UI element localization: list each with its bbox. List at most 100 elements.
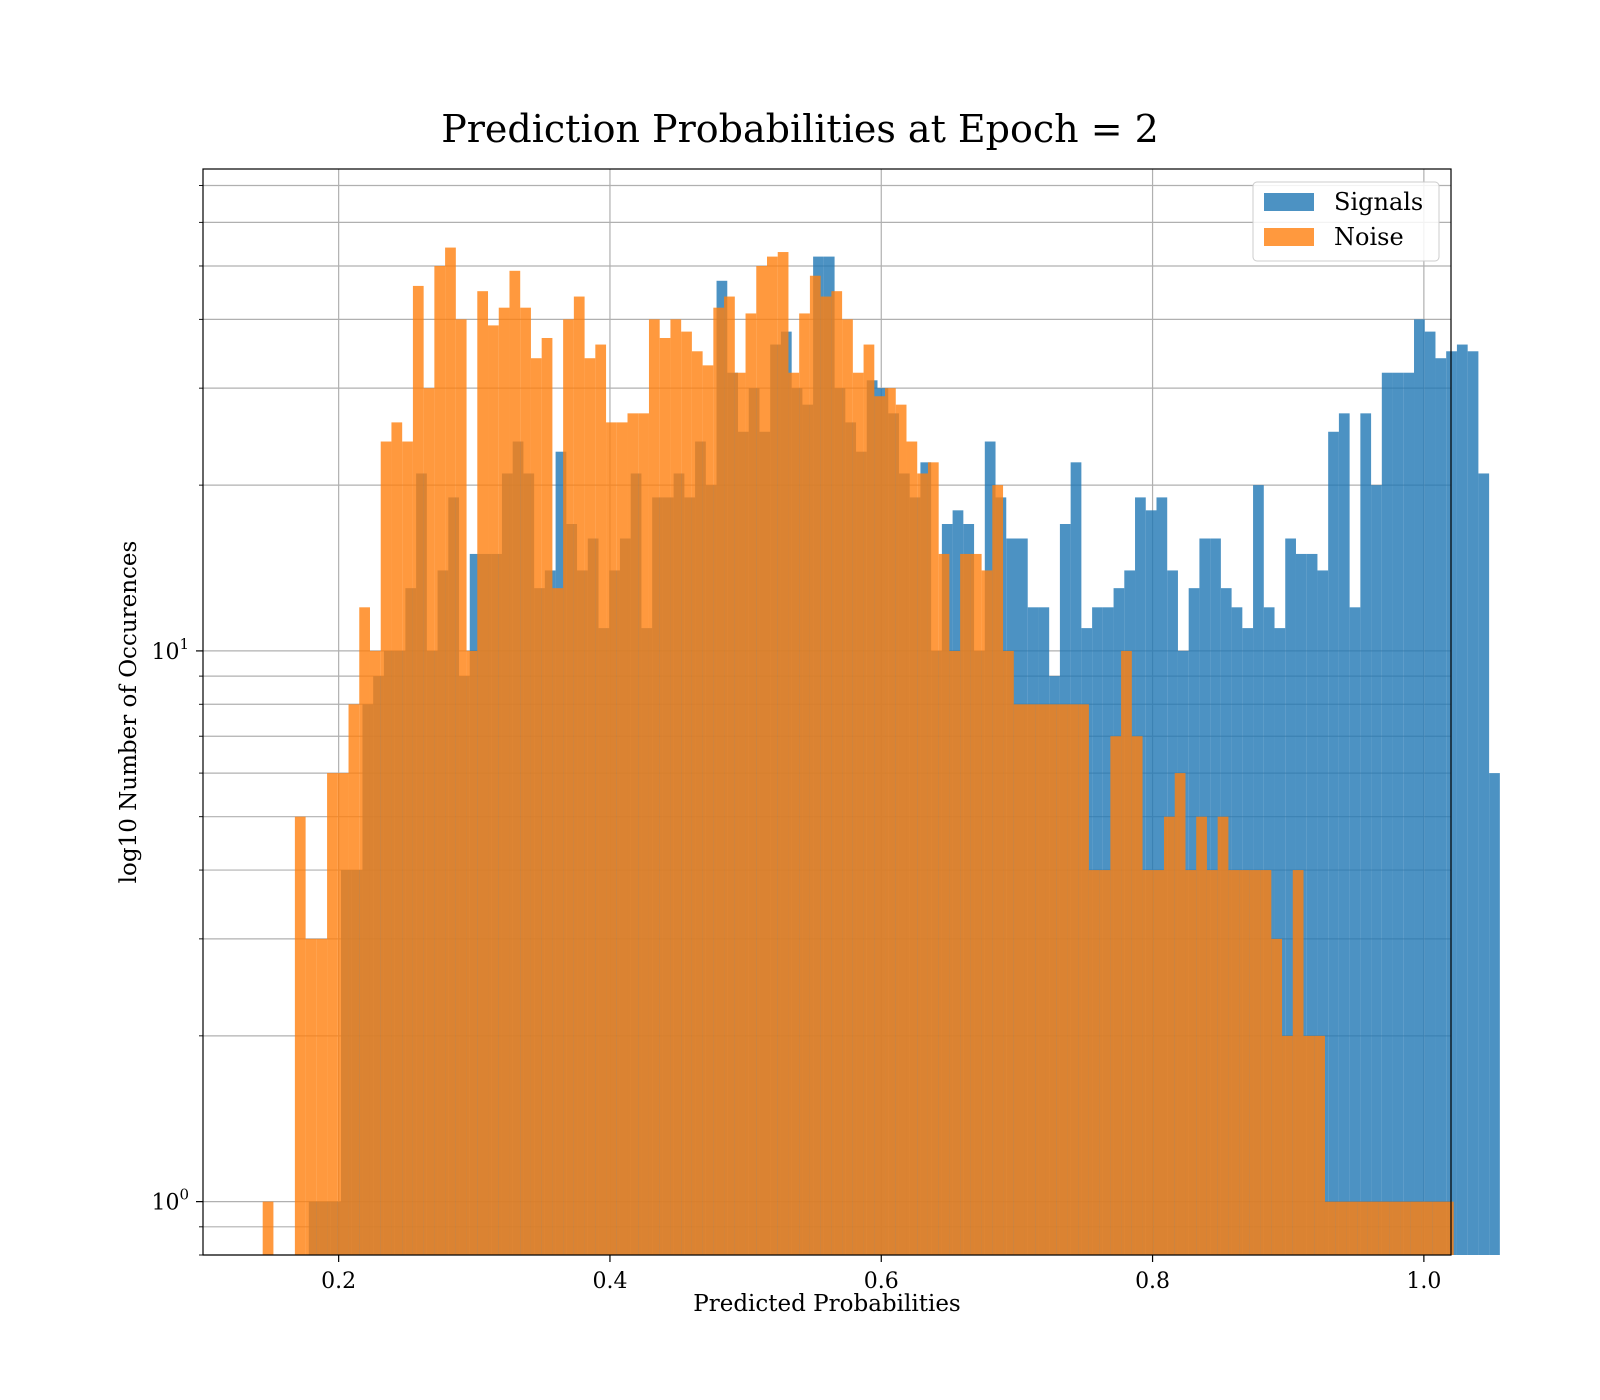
- histogram-bar: [938, 553, 950, 1255]
- histogram-bar: [1335, 1201, 1347, 1255]
- x-axis-ticks: 0.2 0.4 0.6 0.8 1.0: [321, 1255, 1441, 1294]
- histogram-bar: [262, 1201, 274, 1255]
- histogram-bar: [1328, 431, 1339, 1255]
- histogram-bar: [1403, 372, 1415, 1256]
- histogram-bar: [402, 441, 413, 1255]
- legend: Signals Noise: [1252, 181, 1440, 262]
- histogram-bar: [842, 319, 853, 1256]
- x-tick-label: 0.2: [321, 1269, 356, 1294]
- histogram-bar: [509, 270, 521, 1255]
- y-tick-label: 101: [151, 635, 189, 665]
- histogram-bar: [1317, 570, 1329, 1255]
- histogram-bar: [1206, 870, 1218, 1255]
- histogram-bar: [1443, 1201, 1454, 1255]
- histogram-bar: [906, 441, 918, 1255]
- histogram-bar: [1324, 1201, 1336, 1255]
- histogram-bar: [305, 938, 317, 1255]
- histogram-bar: [498, 307, 510, 1255]
- histogram-bar: [1392, 372, 1404, 1256]
- histogram-bar: [1367, 1201, 1379, 1255]
- histogram-bar: [1260, 870, 1272, 1255]
- histogram-bar: [337, 773, 349, 1255]
- histogram-bar: [595, 344, 607, 1255]
- histogram-bar: [1131, 736, 1143, 1255]
- histogram-bar: [294, 816, 306, 1255]
- histogram-bar: [1360, 413, 1372, 1256]
- histogram-bar: [895, 404, 907, 1255]
- histogram-bar: [466, 650, 478, 1255]
- histogram-bar: [1285, 538, 1296, 1255]
- y-axis-label: log10 Number of Occurences: [116, 541, 142, 884]
- y-axis-ticks: 100 101: [151, 185, 203, 1256]
- histogram-bar: [885, 388, 896, 1255]
- histogram-bar: [691, 351, 703, 1255]
- histogram-bar: [573, 296, 585, 1255]
- histogram-bar: [488, 325, 499, 1255]
- histogram-bar: [992, 485, 1004, 1255]
- histogram-bar: [1013, 704, 1025, 1255]
- legend-swatch-signals: [1264, 193, 1314, 211]
- histogram-bar: [1357, 1201, 1368, 1255]
- histogram-bar: [1400, 1201, 1411, 1255]
- histogram-bar: [1142, 870, 1154, 1255]
- histogram-bar: [756, 265, 767, 1256]
- histogram-bar: [455, 319, 467, 1256]
- histogram-bar: [874, 396, 886, 1255]
- histogram-bar: [863, 344, 875, 1255]
- histogram-bar: [412, 285, 424, 1255]
- histogram-bar: [638, 413, 649, 1256]
- histogram-bar: [552, 588, 564, 1255]
- histogram-bar: [670, 319, 682, 1256]
- histogram-bar: [1303, 1035, 1315, 1255]
- x-tick-label: 0.8: [1135, 1269, 1170, 1294]
- histogram-bar: [1249, 870, 1261, 1255]
- histogram-bar: [1024, 704, 1036, 1255]
- histogram-bar: [734, 372, 746, 1256]
- histogram-bar: [445, 247, 456, 1255]
- histogram-bar: [1217, 816, 1229, 1255]
- histogram-bar: [1314, 1035, 1325, 1255]
- histogram-bar: [1174, 773, 1186, 1255]
- histogram-bar: [348, 704, 360, 1255]
- histogram-bar: [1478, 473, 1490, 1256]
- histogram-bar: [852, 372, 864, 1256]
- histogram-bar: [1003, 650, 1014, 1255]
- histogram-bar: [809, 275, 821, 1255]
- histogram-bar: [1110, 736, 1122, 1255]
- histogram-bar: [1371, 485, 1382, 1255]
- histogram-bar: [1067, 704, 1079, 1255]
- histogram-bar: [1378, 1201, 1390, 1255]
- histogram-bar: [713, 307, 725, 1255]
- histogram-bar: [1424, 331, 1436, 1255]
- x-tick-label: 0.4: [592, 1269, 627, 1294]
- histogram-bar: [745, 313, 757, 1255]
- histogram-bar: [1414, 319, 1425, 1256]
- histogram-bar: [1088, 870, 1100, 1255]
- histogram-bar: [799, 313, 810, 1255]
- histogram-bar: [1056, 704, 1068, 1255]
- histogram-bar: [1432, 1201, 1443, 1255]
- histogram-bar: [659, 337, 671, 1255]
- histogram-bar: [616, 422, 628, 1255]
- histogram-bar: [1121, 650, 1132, 1255]
- histogram-bar: [724, 296, 735, 1255]
- histogram-bar: [380, 441, 392, 1255]
- chart-title: Prediction Probabilities at Epoch = 2: [441, 107, 1159, 151]
- histogram-bar: [1467, 351, 1479, 1255]
- histogram-bar: [369, 650, 381, 1255]
- histogram-bar: [1185, 870, 1197, 1255]
- histogram-bar: [777, 252, 789, 1256]
- histogram-bar: [627, 413, 639, 1256]
- plot-frame: [202, 168, 1452, 1256]
- histogram-bar: [1338, 413, 1350, 1256]
- histogram-bar: [960, 553, 971, 1255]
- histogram-bar: [1349, 607, 1361, 1255]
- histogram-bar: [1346, 1201, 1358, 1255]
- histogram-bar: [917, 473, 928, 1256]
- histogram-bar: [434, 265, 446, 1256]
- histogram-bar: [1099, 870, 1111, 1255]
- x-axis-label: Predicted Probabilities: [693, 1291, 961, 1317]
- histogram-bar: [1035, 704, 1046, 1255]
- histogram-bar: [1282, 1035, 1293, 1255]
- histogram-bar: [927, 462, 939, 1256]
